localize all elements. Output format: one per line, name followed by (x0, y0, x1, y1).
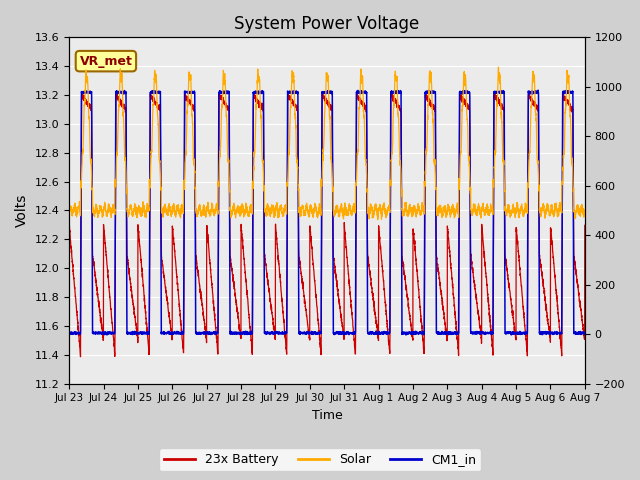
Title: System Power Voltage: System Power Voltage (234, 15, 420, 33)
Legend: 23x Battery, Solar, CM1_in: 23x Battery, Solar, CM1_in (159, 448, 481, 471)
X-axis label: Time: Time (312, 409, 342, 422)
Text: VR_met: VR_met (79, 55, 132, 68)
Y-axis label: Volts: Volts (15, 194, 29, 227)
